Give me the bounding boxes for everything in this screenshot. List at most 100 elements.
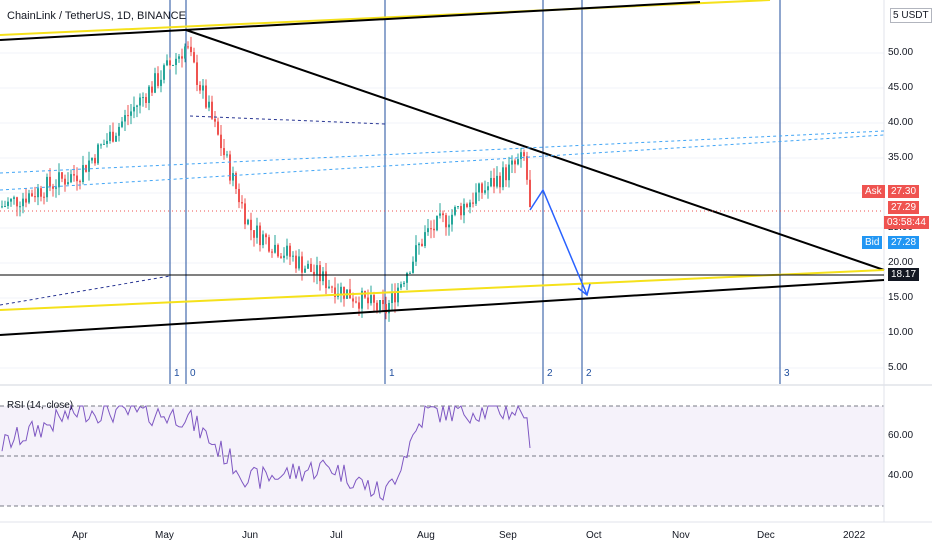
candle-body xyxy=(334,287,336,297)
candle-body xyxy=(394,291,396,303)
candle-body xyxy=(499,175,501,188)
candle-body xyxy=(484,190,486,193)
time-tick-label: Jun xyxy=(242,530,259,541)
channel-top-black[interactable] xyxy=(0,1,701,41)
vertical-line-number: 1 xyxy=(389,368,395,379)
candle-body xyxy=(184,46,186,59)
candle-body xyxy=(376,302,378,311)
candle-body xyxy=(136,105,138,107)
dashed-line-dark-2[interactable] xyxy=(0,275,171,306)
vertical-line-number: 2 xyxy=(586,368,592,379)
candle-body xyxy=(262,234,264,246)
candle-body xyxy=(40,188,42,197)
candle-body xyxy=(91,157,93,161)
candle-body xyxy=(157,73,159,86)
candle-body xyxy=(154,73,156,93)
candle-body xyxy=(295,255,297,269)
candle-body xyxy=(391,291,393,304)
candle-body xyxy=(43,196,45,198)
candle-body xyxy=(193,52,195,63)
candle-body xyxy=(139,97,141,106)
candle-body xyxy=(439,213,441,216)
candle-body xyxy=(142,97,144,99)
dashed-line-light-2[interactable] xyxy=(0,134,885,191)
candle-body xyxy=(358,302,360,309)
rsi-line xyxy=(1,404,531,501)
candle-body xyxy=(250,219,252,231)
candle-body xyxy=(472,202,474,204)
candle-body xyxy=(436,215,438,231)
candle-body xyxy=(145,97,147,103)
time-tick-label: Dec xyxy=(757,530,775,541)
bid-label: Bid xyxy=(862,236,883,249)
candle-body xyxy=(487,186,489,191)
candle-body xyxy=(19,206,21,208)
candle-body xyxy=(121,121,123,127)
candle-body xyxy=(268,237,270,252)
projection-arrow[interactable] xyxy=(529,188,588,296)
vertical-line-number: 2 xyxy=(547,368,553,379)
candle-body xyxy=(172,65,174,67)
candle-body xyxy=(241,202,243,204)
candle-body xyxy=(523,152,525,157)
candle-body xyxy=(457,206,459,208)
candle-body xyxy=(298,256,300,269)
candle-body xyxy=(301,256,303,273)
candle-body xyxy=(313,271,315,275)
candle-body xyxy=(520,152,522,160)
candle-body xyxy=(409,272,411,274)
candle-body xyxy=(127,115,129,117)
candle-body xyxy=(307,263,309,269)
time-tick-label: 2022 xyxy=(843,530,866,541)
ascending-support-yellow[interactable] xyxy=(0,269,885,311)
candle-body xyxy=(388,303,390,314)
candle-body xyxy=(235,173,237,189)
candle-body xyxy=(70,174,72,183)
candle-body xyxy=(367,297,369,304)
candle-body xyxy=(220,134,222,149)
candle-body xyxy=(112,131,114,142)
candle-body xyxy=(448,224,450,228)
candle-body xyxy=(382,300,384,305)
level-price: 18.17 xyxy=(888,268,920,281)
price-tick-label: 50.00 xyxy=(888,47,914,58)
candle-body xyxy=(151,86,153,93)
candle-body xyxy=(379,300,381,311)
candle-body xyxy=(178,56,180,59)
candle-body xyxy=(283,255,285,258)
candle-body xyxy=(412,261,414,273)
candle-body xyxy=(508,164,510,181)
rsi-title: RSI (14, close) xyxy=(7,400,74,411)
candle-body xyxy=(4,206,6,208)
candle-body xyxy=(352,298,354,302)
ascending-support-black[interactable] xyxy=(0,279,885,336)
candle-body xyxy=(82,165,84,182)
descending-trendline[interactable] xyxy=(185,29,885,271)
price-tick-label: 15.00 xyxy=(888,292,914,303)
candle-body xyxy=(496,175,498,187)
candle-body xyxy=(418,243,420,246)
rsi-tick-label: 40.00 xyxy=(888,470,914,481)
candle-body xyxy=(526,156,528,180)
candle-body xyxy=(211,101,213,119)
rsi-tick-label: 60.00 xyxy=(888,430,914,441)
candle-body xyxy=(22,198,24,207)
candle-body xyxy=(55,187,57,189)
bid-price: 27.28 xyxy=(888,236,920,249)
candle-body xyxy=(385,304,387,314)
candle-body xyxy=(94,157,96,164)
candle-body xyxy=(16,197,18,207)
candle-body xyxy=(265,234,267,238)
candle-body xyxy=(370,295,372,304)
dashed-line-dark-1[interactable] xyxy=(189,115,386,125)
candle-body xyxy=(52,186,54,189)
candle-body xyxy=(205,85,207,108)
dashed-line-light-1[interactable] xyxy=(0,130,885,174)
time-tick-label: May xyxy=(155,530,174,541)
candle-body xyxy=(463,203,465,216)
candle-body xyxy=(103,143,105,145)
candle-body xyxy=(115,135,117,142)
currency-button[interactable]: 5 USDT xyxy=(890,8,932,23)
price-tick-label: 10.00 xyxy=(888,327,914,338)
